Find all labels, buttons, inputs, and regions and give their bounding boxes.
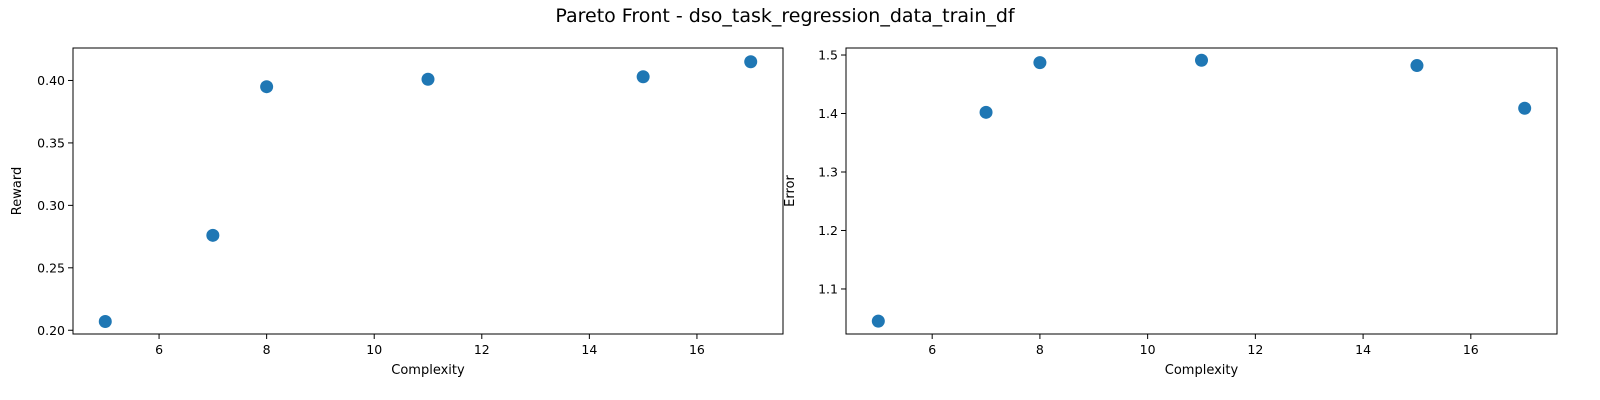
x-tick-label: 8 (263, 342, 271, 357)
data-point (636, 70, 650, 84)
x-tick-label: 16 (1463, 342, 1479, 357)
x-tick-label: 12 (1247, 342, 1263, 357)
y-axis-label: Reward (10, 167, 25, 215)
data-point (98, 315, 112, 329)
x-tick-label: 10 (366, 342, 382, 357)
y-axis-label: Error (783, 175, 798, 207)
data-point (979, 105, 993, 119)
data-point (1195, 53, 1208, 67)
error-subplot: 6 8 10 12 14 16 1.1 1.2 1.3 1.4 1.5 Complexity Error (783, 47, 1558, 378)
data-point (1410, 59, 1424, 73)
y-tick-label: 1.2 (818, 223, 838, 238)
x-tick-label: 6 (155, 342, 163, 357)
x-tick-label: 12 (474, 342, 490, 357)
x-tick-label: 14 (1355, 342, 1371, 357)
y-tick-label: 1.4 (818, 106, 838, 121)
x-axis-label: Complexity (391, 363, 465, 378)
data-point (1033, 56, 1047, 70)
figure-title: Pareto Front - dso_task_regression_data_… (555, 5, 1016, 27)
data-point (744, 55, 758, 69)
axes-frame (845, 47, 1558, 335)
data-point (260, 80, 274, 94)
data-point (421, 72, 435, 86)
y-tick-label: 1.5 (818, 48, 838, 63)
y-tick-label: 0.40 (37, 73, 65, 88)
x-tick-label: 16 (689, 342, 705, 357)
axes-frame (72, 47, 784, 335)
x-tick-label: 10 (1140, 342, 1156, 357)
y-tick-label: 1.1 (818, 281, 838, 296)
data-point (871, 314, 885, 328)
x-tick-label: 6 (928, 342, 936, 357)
y-tick-label: 1.3 (818, 164, 838, 179)
x-axis-label: Complexity (1165, 363, 1239, 378)
y-tick-label: 0.35 (37, 135, 65, 150)
x-tick-label: 14 (581, 342, 597, 357)
y-tick-label: 0.25 (37, 260, 65, 275)
x-tick-label: 8 (1036, 342, 1044, 357)
data-point (1518, 101, 1532, 115)
data-point (206, 228, 220, 242)
reward-subplot: 6 8 10 12 14 16 0.20 0.25 0.30 0.35 0.40 Complexity… (10, 47, 784, 378)
y-tick-label: 0.20 (37, 323, 65, 338)
y-tick-label: 0.30 (37, 198, 65, 213)
